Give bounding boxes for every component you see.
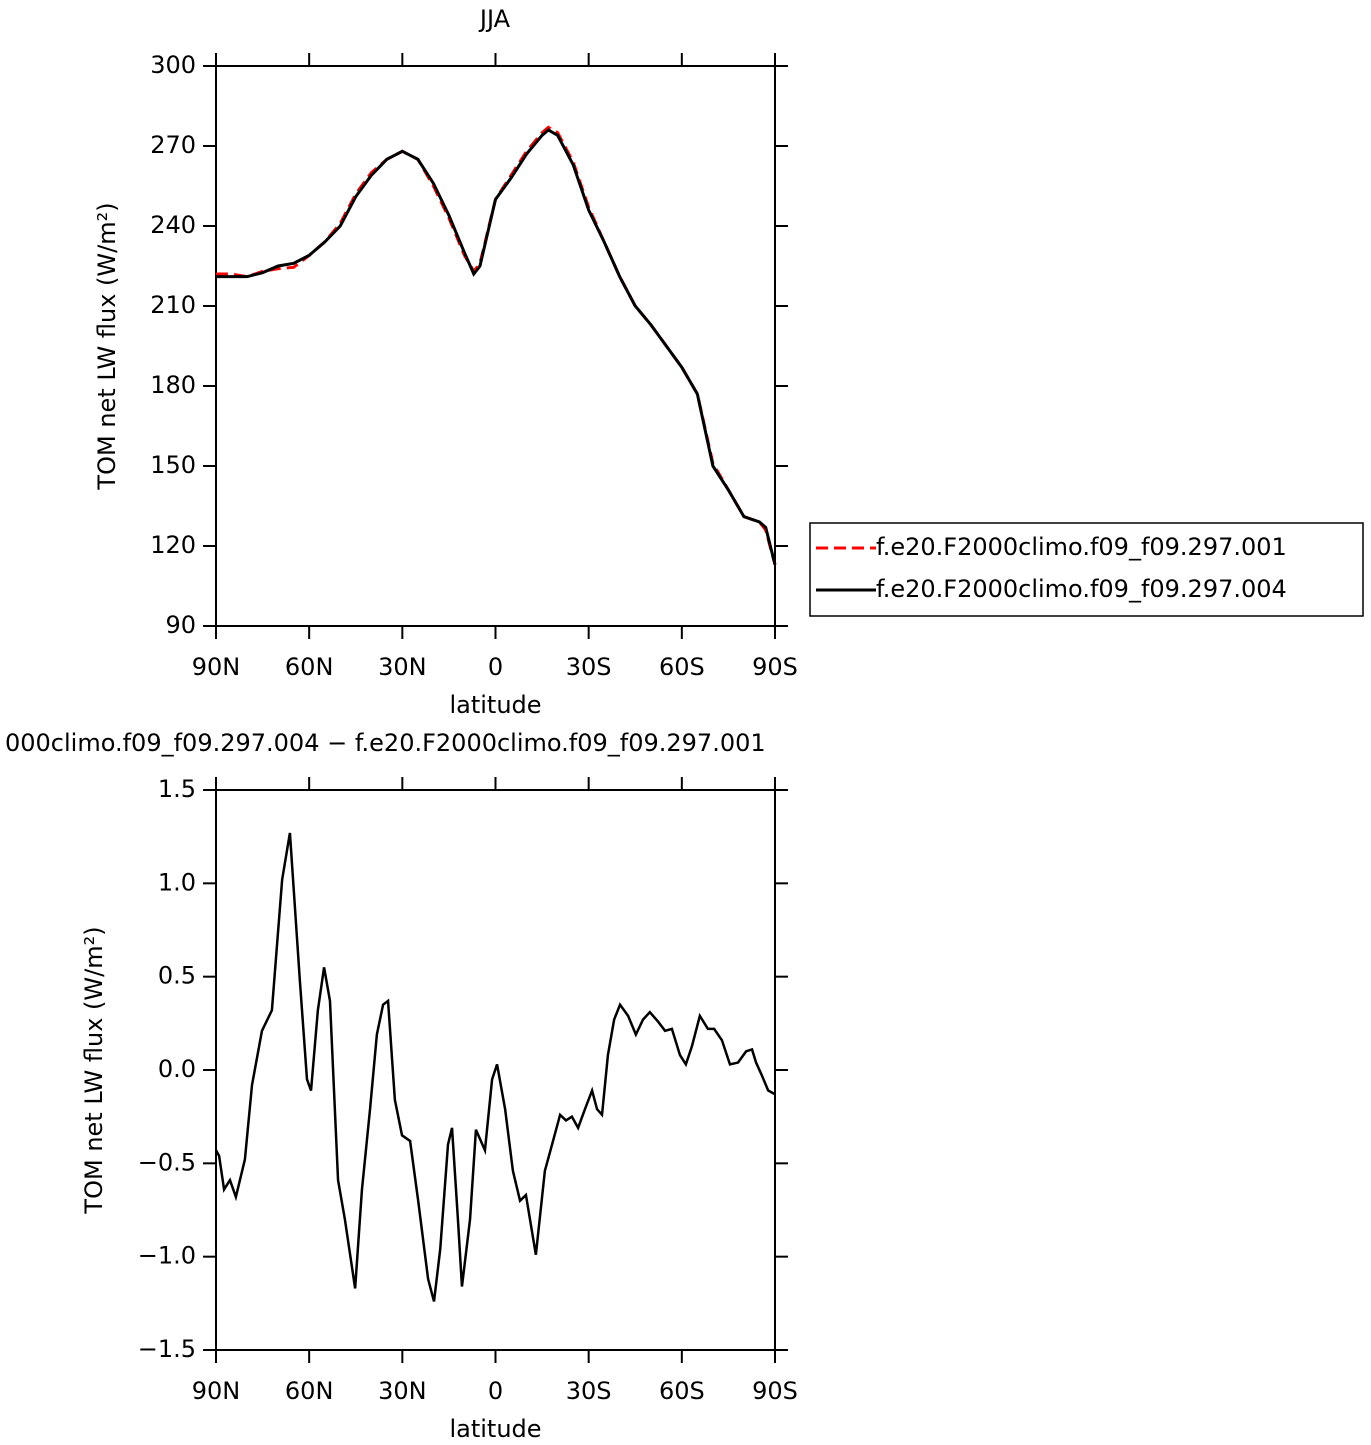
y-tick-label: 120 [150, 531, 196, 559]
x-tick-label: 90N [192, 1377, 241, 1405]
y-tick-label: −0.5 [138, 1148, 196, 1176]
y-tick-label: 270 [150, 131, 196, 159]
y-tick-label: 210 [150, 291, 196, 319]
chart-title: JJA [478, 5, 511, 33]
y-tick-label: 0.0 [158, 1055, 196, 1083]
y-tick-label: 90 [165, 611, 196, 639]
y-tick-label: −1.0 [138, 1242, 196, 1270]
legend-label: f.e20.F2000climo.f09_f09.297.004 [876, 575, 1287, 603]
panel: 000climo.f09_f09.297.004 − f.e20.F2000cl… [5, 729, 798, 1443]
x-axis-label: latitude [449, 691, 541, 719]
y-axis-label: TOM net LW flux (W/m²) [93, 202, 121, 490]
plot-frame [215, 65, 776, 627]
x-tick-label: 90S [752, 1377, 798, 1405]
legend-box [809, 522, 1364, 617]
data-line [216, 125, 777, 566]
panel: JJA 90 120 150 180 210 240 270 300 90N 60N 30N 0 30S 6… [93, 5, 1364, 719]
x-tick-label: 30N [378, 653, 427, 681]
x-tick-label: 60S [659, 653, 705, 681]
x-tick-label: 90N [192, 653, 241, 681]
x-tick-label: 30N [378, 1377, 427, 1405]
y-tick-label: 150 [150, 451, 196, 479]
data-line [216, 128, 777, 566]
y-axis-label: TOM net LW flux (W/m²) [80, 926, 108, 1214]
y-tick-label: 0.5 [158, 962, 196, 990]
x-axis-label: latitude [449, 1415, 541, 1443]
y-tick-label: 180 [150, 371, 196, 399]
chart-title: 000climo.f09_f09.297.004 − f.e20.F2000cl… [5, 729, 766, 757]
data-line [214, 832, 776, 1302]
y-tick-label: −1.5 [138, 1335, 196, 1363]
x-tick-label: 0 [488, 653, 503, 681]
y-tick-label: 1.0 [158, 868, 196, 896]
y-tick-label: 1.5 [158, 775, 196, 803]
x-tick-label: 30S [566, 1377, 612, 1405]
x-tick-label: 90S [752, 653, 798, 681]
x-tick-label: 0 [488, 1377, 503, 1405]
x-tick-label: 60N [285, 1377, 334, 1405]
legend-label: f.e20.F2000climo.f09_f09.297.001 [876, 533, 1287, 561]
y-tick-label: 240 [150, 211, 196, 239]
x-tick-label: 60N [285, 653, 334, 681]
x-tick-label: 60S [659, 1377, 705, 1405]
x-tick-label: 30S [566, 653, 612, 681]
y-tick-label: 300 [150, 51, 196, 79]
